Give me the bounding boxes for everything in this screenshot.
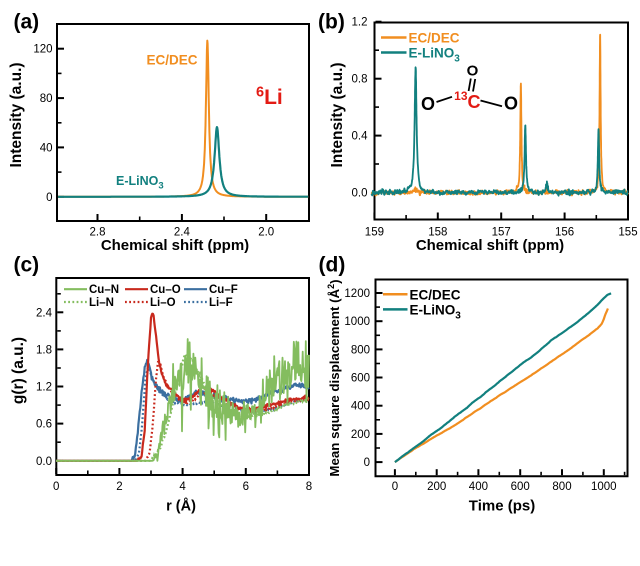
svg-text:1.2: 1.2	[352, 17, 368, 29]
svg-text:155: 155	[618, 227, 637, 239]
svg-text:0.4: 0.4	[352, 131, 369, 143]
svg-text:200: 200	[351, 429, 370, 441]
svg-text:Intensity (a.u.): Intensity (a.u.)	[329, 62, 346, 167]
svg-text:2: 2	[116, 481, 122, 493]
svg-text:Li–O: Li–O	[150, 297, 176, 309]
svg-text:6: 6	[243, 481, 249, 493]
svg-text:(c): (c)	[14, 254, 40, 277]
svg-text:Li–N: Li–N	[89, 297, 114, 309]
svg-text:(a): (a)	[14, 11, 40, 34]
svg-text:1.8: 1.8	[36, 344, 52, 356]
svg-text:0.0: 0.0	[36, 456, 52, 468]
svg-text:(b): (b)	[318, 11, 345, 34]
svg-text:1000: 1000	[344, 316, 370, 328]
svg-text:0: 0	[46, 192, 52, 204]
svg-text:Cu–N: Cu–N	[89, 284, 119, 296]
svg-text:Mean square displacement (Å2): Mean square displacement (Å2)	[326, 279, 342, 476]
svg-text:Time (ps): Time (ps)	[469, 498, 535, 515]
svg-text:C: C	[468, 92, 481, 112]
svg-text:0: 0	[392, 481, 398, 493]
svg-text:E-LiNO3: E-LiNO3	[410, 302, 462, 321]
svg-text:Chemical shift (ppm): Chemical shift (ppm)	[101, 237, 249, 254]
svg-text:800: 800	[552, 481, 571, 493]
svg-text:2.8: 2.8	[90, 227, 106, 239]
svg-text:200: 200	[427, 481, 446, 493]
svg-text:(d): (d)	[319, 254, 346, 277]
svg-text:O: O	[421, 94, 435, 114]
svg-text:4: 4	[179, 481, 186, 493]
svg-text:2.4: 2.4	[36, 307, 53, 319]
svg-text:2.4: 2.4	[174, 227, 191, 239]
svg-text:0: 0	[53, 481, 59, 493]
svg-text:1000: 1000	[591, 481, 617, 493]
svg-text:13: 13	[454, 89, 468, 103]
svg-text:g(r) (a.u.): g(r) (a.u.)	[10, 337, 27, 404]
svg-text:Intensity (a.u.): Intensity (a.u.)	[8, 62, 25, 167]
svg-text:0: 0	[364, 457, 370, 469]
svg-text:6Li: 6Li	[256, 85, 283, 110]
svg-text:EC/DEC: EC/DEC	[146, 53, 197, 68]
svg-text:158: 158	[428, 227, 447, 239]
svg-text:157: 157	[492, 227, 511, 239]
svg-text:0.6: 0.6	[36, 419, 52, 431]
svg-text:0.8: 0.8	[352, 74, 368, 86]
svg-text:Cu–O: Cu–O	[150, 284, 181, 296]
svg-text:600: 600	[511, 481, 530, 493]
svg-text:159: 159	[365, 227, 384, 239]
svg-text:Li–F: Li–F	[209, 297, 233, 309]
svg-text:Chemical shift (ppm): Chemical shift (ppm)	[416, 237, 564, 254]
svg-text:r (Å): r (Å)	[166, 498, 196, 515]
svg-text:E-LiNO3: E-LiNO3	[116, 174, 164, 192]
svg-text:E-LiNO3: E-LiNO3	[409, 46, 461, 65]
svg-text:1200: 1200	[344, 288, 370, 300]
svg-text:120: 120	[33, 44, 52, 56]
svg-text:400: 400	[469, 481, 488, 493]
svg-text:800: 800	[351, 344, 370, 356]
svg-text:O: O	[504, 94, 518, 114]
svg-text:400: 400	[351, 401, 370, 413]
svg-text:O: O	[467, 63, 479, 80]
svg-text:EC/DEC: EC/DEC	[409, 31, 460, 46]
svg-text:8: 8	[306, 481, 312, 493]
svg-text:0.0: 0.0	[352, 188, 368, 200]
svg-text:2.0: 2.0	[258, 227, 274, 239]
svg-text:Cu–F: Cu–F	[209, 284, 238, 296]
svg-text:600: 600	[351, 373, 370, 385]
svg-text:1.2: 1.2	[36, 382, 52, 394]
svg-text:156: 156	[555, 227, 574, 239]
svg-text:40: 40	[40, 142, 53, 154]
svg-text:80: 80	[40, 93, 53, 105]
svg-text:EC/DEC: EC/DEC	[410, 287, 461, 302]
